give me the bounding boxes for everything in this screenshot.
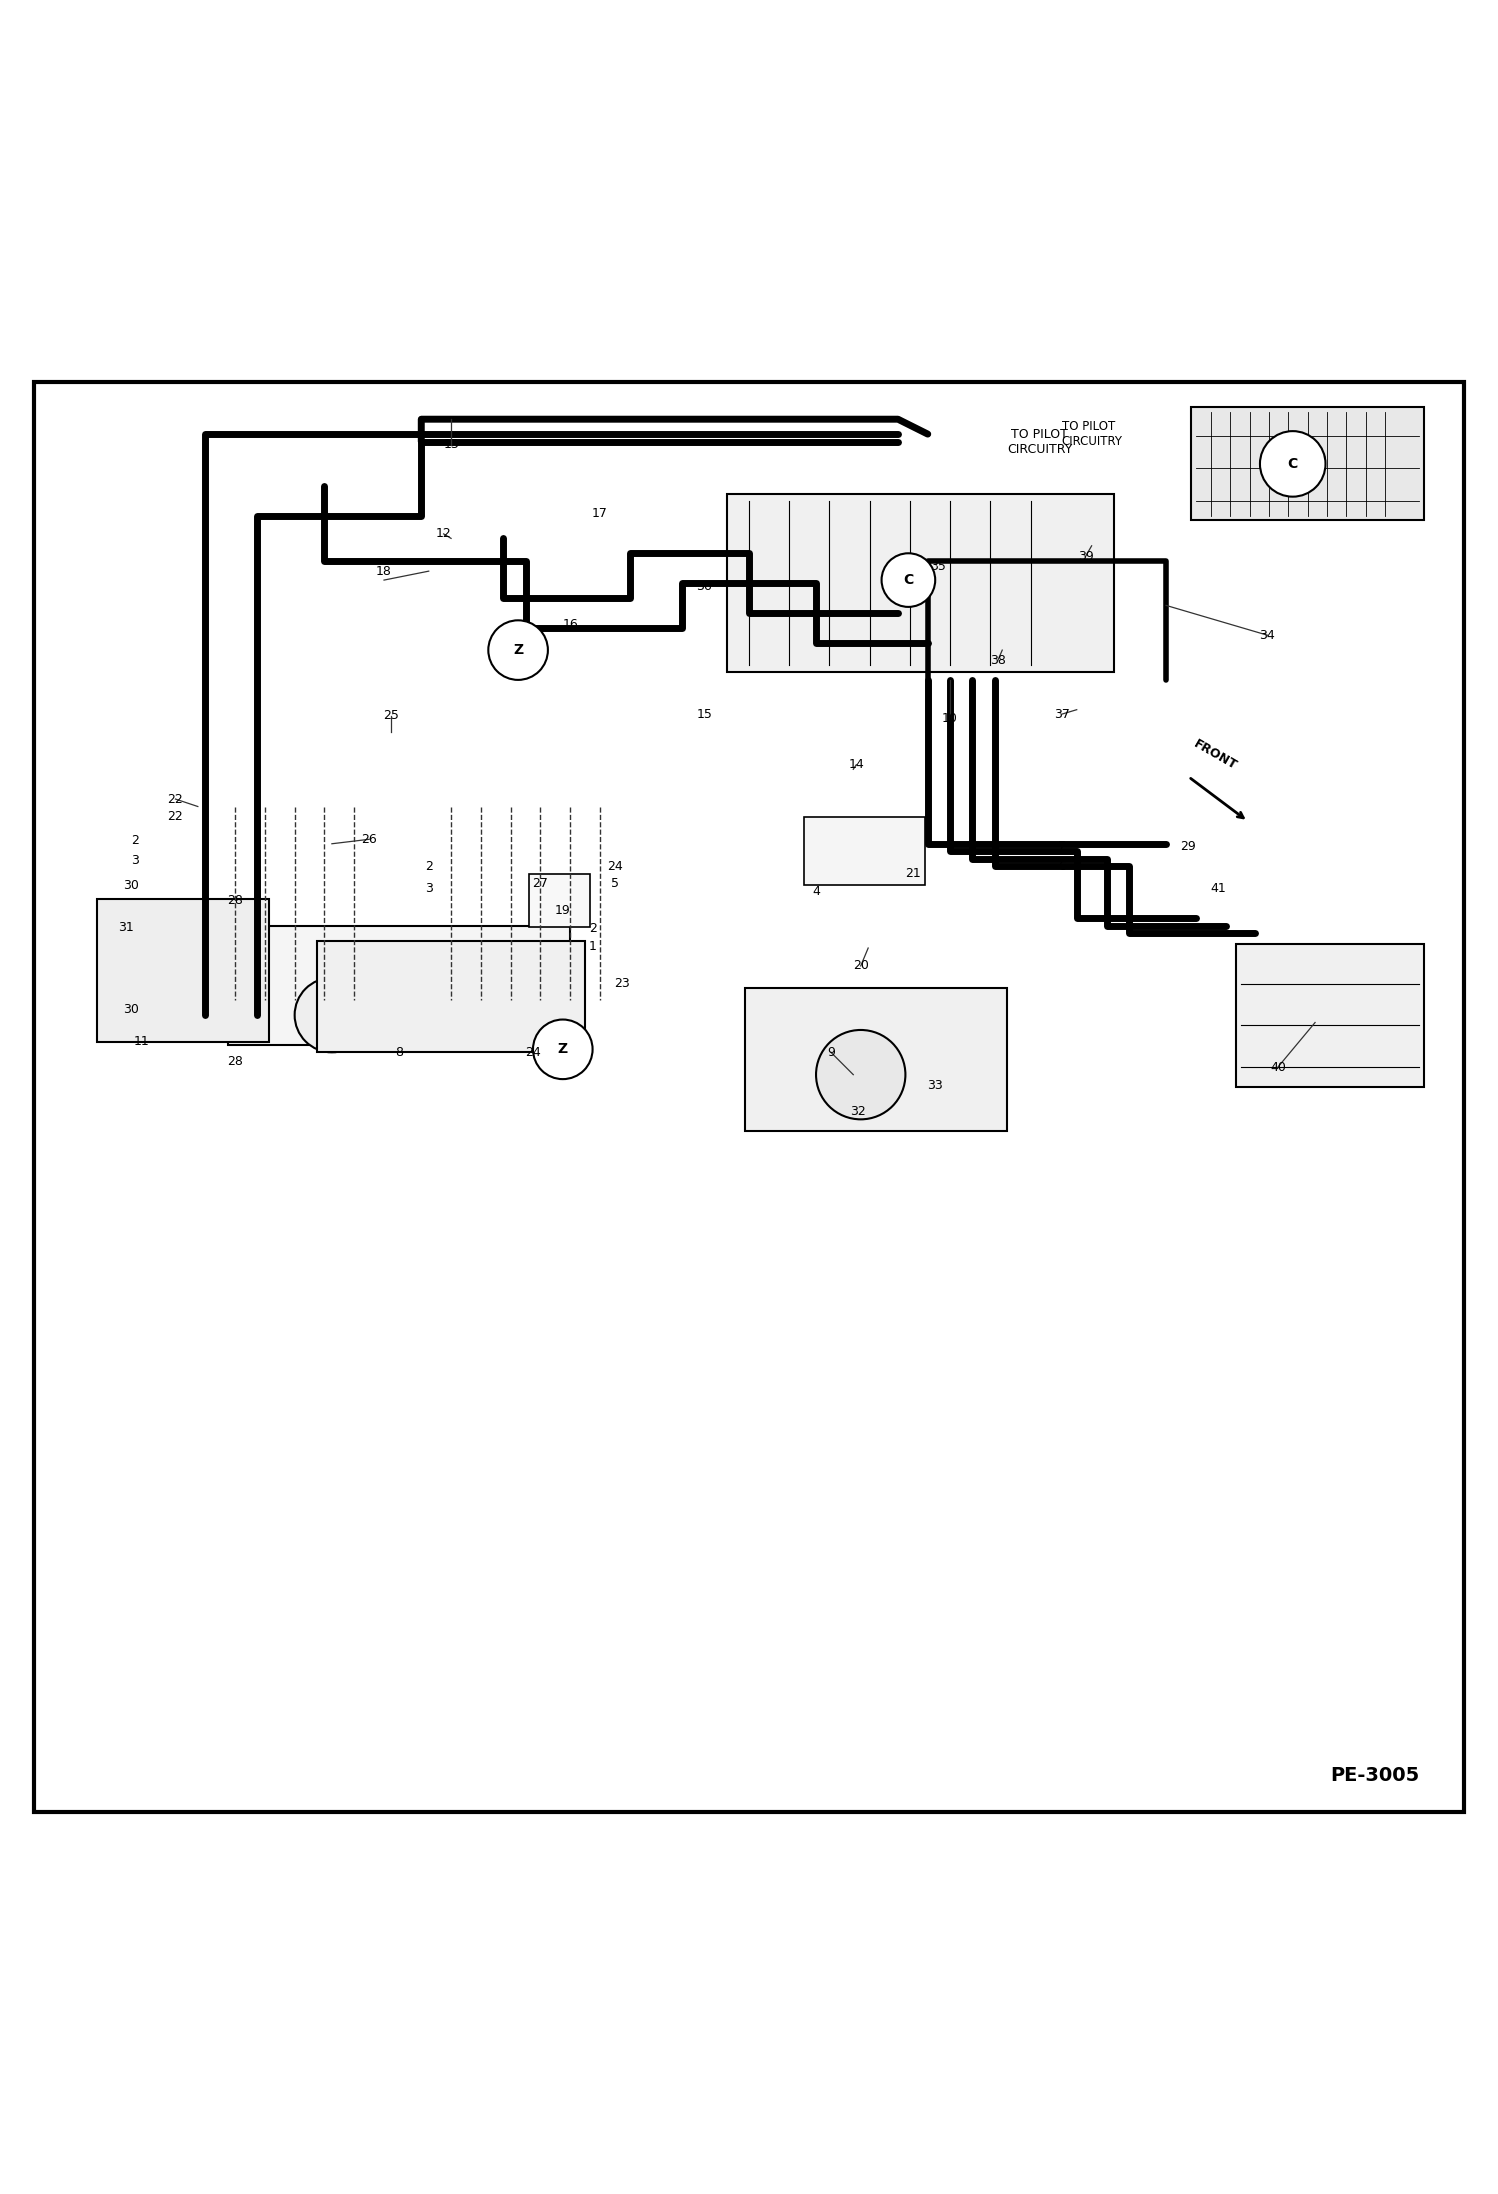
Text: 41: 41 [1210,882,1227,895]
Text: 4: 4 [812,884,819,897]
FancyBboxPatch shape [318,941,586,1053]
Text: C: C [1309,452,1321,467]
Text: 14: 14 [848,759,864,772]
FancyBboxPatch shape [1236,943,1423,1086]
Text: 6: 6 [1058,860,1065,873]
Text: 29: 29 [1180,840,1197,853]
Text: 34: 34 [1260,630,1275,641]
Text: 16: 16 [562,619,578,632]
FancyBboxPatch shape [96,900,270,1042]
Text: 30: 30 [123,880,139,893]
Text: TO PILOT
CIRCUITRY: TO PILOT CIRCUITRY [1062,419,1124,448]
Text: 30: 30 [123,1003,139,1016]
Text: 10: 10 [942,713,959,726]
Text: 2: 2 [425,860,433,873]
Text: C: C [903,573,914,588]
Text: 36: 36 [697,579,712,592]
Text: C: C [1288,456,1297,472]
Text: 3: 3 [132,853,139,867]
FancyBboxPatch shape [1191,408,1423,520]
Text: 21: 21 [905,867,921,880]
FancyBboxPatch shape [727,494,1115,671]
Circle shape [1260,430,1326,496]
Text: 40: 40 [1270,1060,1285,1073]
Text: 23: 23 [614,976,631,989]
FancyBboxPatch shape [228,926,571,1044]
Text: 20: 20 [852,959,869,972]
Text: 18: 18 [376,564,392,577]
Text: 2: 2 [589,921,596,935]
Circle shape [295,979,369,1053]
Text: 3: 3 [425,882,433,895]
Text: 5: 5 [611,878,619,891]
Text: 2: 2 [132,834,139,847]
Text: Z: Z [512,643,523,656]
Circle shape [488,621,548,680]
Circle shape [533,1020,593,1079]
Text: 27: 27 [532,878,548,891]
Text: 17: 17 [592,507,608,520]
Circle shape [882,553,935,608]
Text: 35: 35 [930,559,947,573]
Text: 28: 28 [228,1055,243,1068]
Text: TO PILOT
CIRCUITRY: TO PILOT CIRCUITRY [1007,428,1073,456]
Text: FRONT: FRONT [1191,737,1239,772]
Text: C: C [915,568,926,584]
Text: 39: 39 [1077,551,1094,562]
Text: 28: 28 [228,893,243,906]
Text: 1: 1 [589,939,596,952]
Text: 37: 37 [1055,709,1070,720]
Text: 15: 15 [697,709,712,720]
Text: 8: 8 [395,1047,403,1060]
FancyBboxPatch shape [529,873,590,928]
Text: PE-3005: PE-3005 [1330,1766,1419,1786]
Text: 11: 11 [133,1036,150,1049]
Text: 25: 25 [383,709,400,722]
Text: 9: 9 [827,1047,834,1060]
Text: 33: 33 [927,1079,944,1093]
Text: 22: 22 [168,792,183,805]
Text: 22: 22 [168,810,183,823]
Circle shape [816,1029,905,1119]
Text: 12: 12 [436,527,451,540]
Text: Z: Z [557,1042,568,1055]
Text: 26: 26 [361,834,377,847]
Text: 7: 7 [1058,840,1067,853]
Text: 19: 19 [554,904,571,917]
FancyBboxPatch shape [804,816,924,886]
Text: 13: 13 [443,439,458,452]
Text: 38: 38 [990,654,1005,667]
Text: 24: 24 [526,1047,541,1060]
FancyBboxPatch shape [745,987,1007,1132]
Text: 24: 24 [607,860,623,873]
Text: 32: 32 [849,1106,866,1119]
Text: 31: 31 [118,921,135,935]
